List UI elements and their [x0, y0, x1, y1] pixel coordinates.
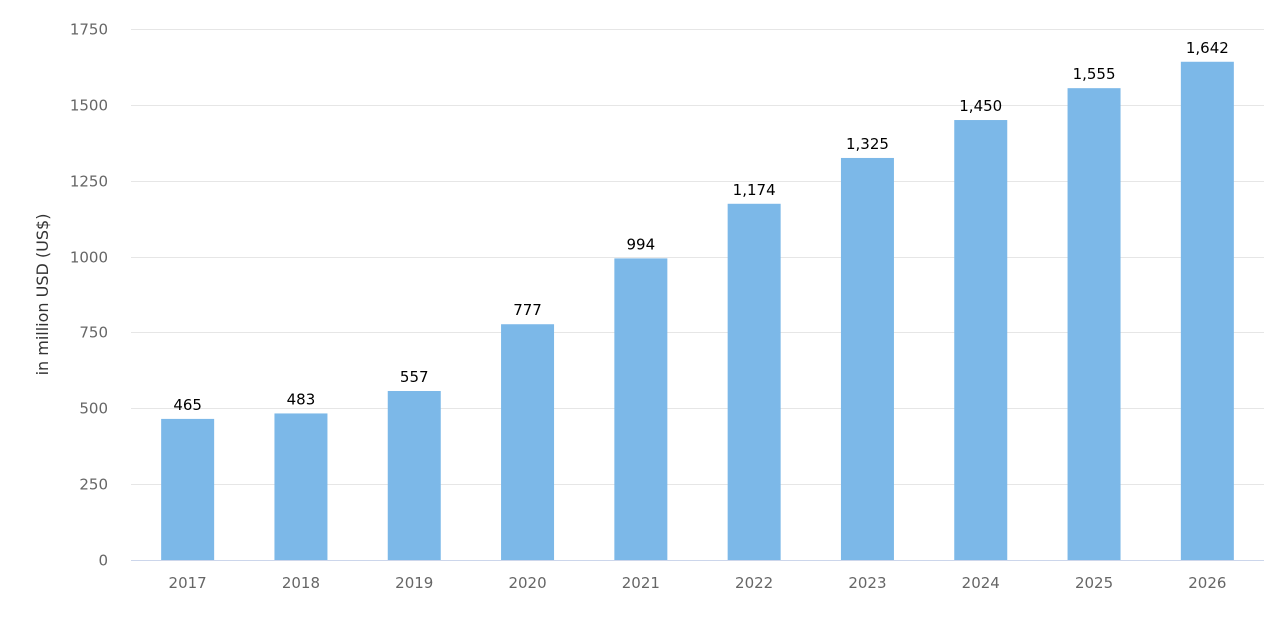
gridlines: [131, 29, 1264, 485]
data-label-2025: 1,555: [1073, 65, 1116, 83]
x-tick-label: 2025: [1075, 574, 1113, 592]
data-label-2017: 465: [173, 396, 202, 414]
x-tick-label: 2017: [169, 574, 207, 592]
data-label-2020: 777: [513, 301, 542, 319]
data-label-2021: 994: [627, 235, 656, 253]
x-tick-label: 2022: [735, 574, 773, 592]
x-axis-ticks: 2017 2018 2019 2020 2021 2022 2023 2024 2025 2026: [169, 574, 1227, 592]
x-tick-label: 2023: [848, 574, 886, 592]
data-label-2024: 1,450: [959, 97, 1002, 115]
bar-2019[interactable]: [387, 390, 441, 560]
bar-2024[interactable]: [954, 120, 1008, 561]
data-label-2026: 1,642: [1186, 39, 1229, 57]
y-tick-label: 1500: [70, 97, 108, 115]
y-tick-label: 1000: [70, 249, 108, 267]
bar-2025[interactable]: [1067, 88, 1121, 560]
data-label-2018: 483: [287, 390, 316, 408]
y-tick-label: 250: [79, 476, 108, 494]
y-tick-label: 1750: [70, 21, 108, 39]
x-tick-label: 2021: [622, 574, 660, 592]
bar-2018[interactable]: [274, 413, 328, 560]
y-tick-label: 750: [79, 324, 108, 342]
x-tick-label: 2018: [282, 574, 320, 592]
bar-2021[interactable]: [614, 258, 668, 560]
bar-2022[interactable]: [727, 203, 781, 561]
bar-2023[interactable]: [840, 157, 894, 560]
x-tick-label: 2019: [395, 574, 433, 592]
bars: [161, 61, 1234, 561]
y-tick-label: 0: [98, 552, 108, 570]
x-tick-label: 2020: [508, 574, 546, 592]
bar-2020[interactable]: [501, 324, 555, 560]
y-tick-label: 1250: [70, 173, 108, 191]
y-axis-ticks: 0 250 500 750 1000 1250 1500 1750: [70, 21, 108, 570]
bar-2017[interactable]: [161, 418, 215, 560]
x-tick-label: 2024: [962, 574, 1000, 592]
data-label-2019: 557: [400, 368, 429, 386]
data-label-2022: 1,174: [733, 181, 776, 199]
data-label-2023: 1,325: [846, 135, 889, 153]
y-tick-label: 500: [79, 400, 108, 418]
x-tick-label: 2026: [1188, 574, 1226, 592]
data-labels: 465 483 557 777 994 1,174 1,325 1,450 1,555 1,642: [173, 39, 1228, 414]
y-axis-title: in million USD (US$): [33, 214, 52, 376]
bar-2026[interactable]: [1180, 61, 1234, 560]
